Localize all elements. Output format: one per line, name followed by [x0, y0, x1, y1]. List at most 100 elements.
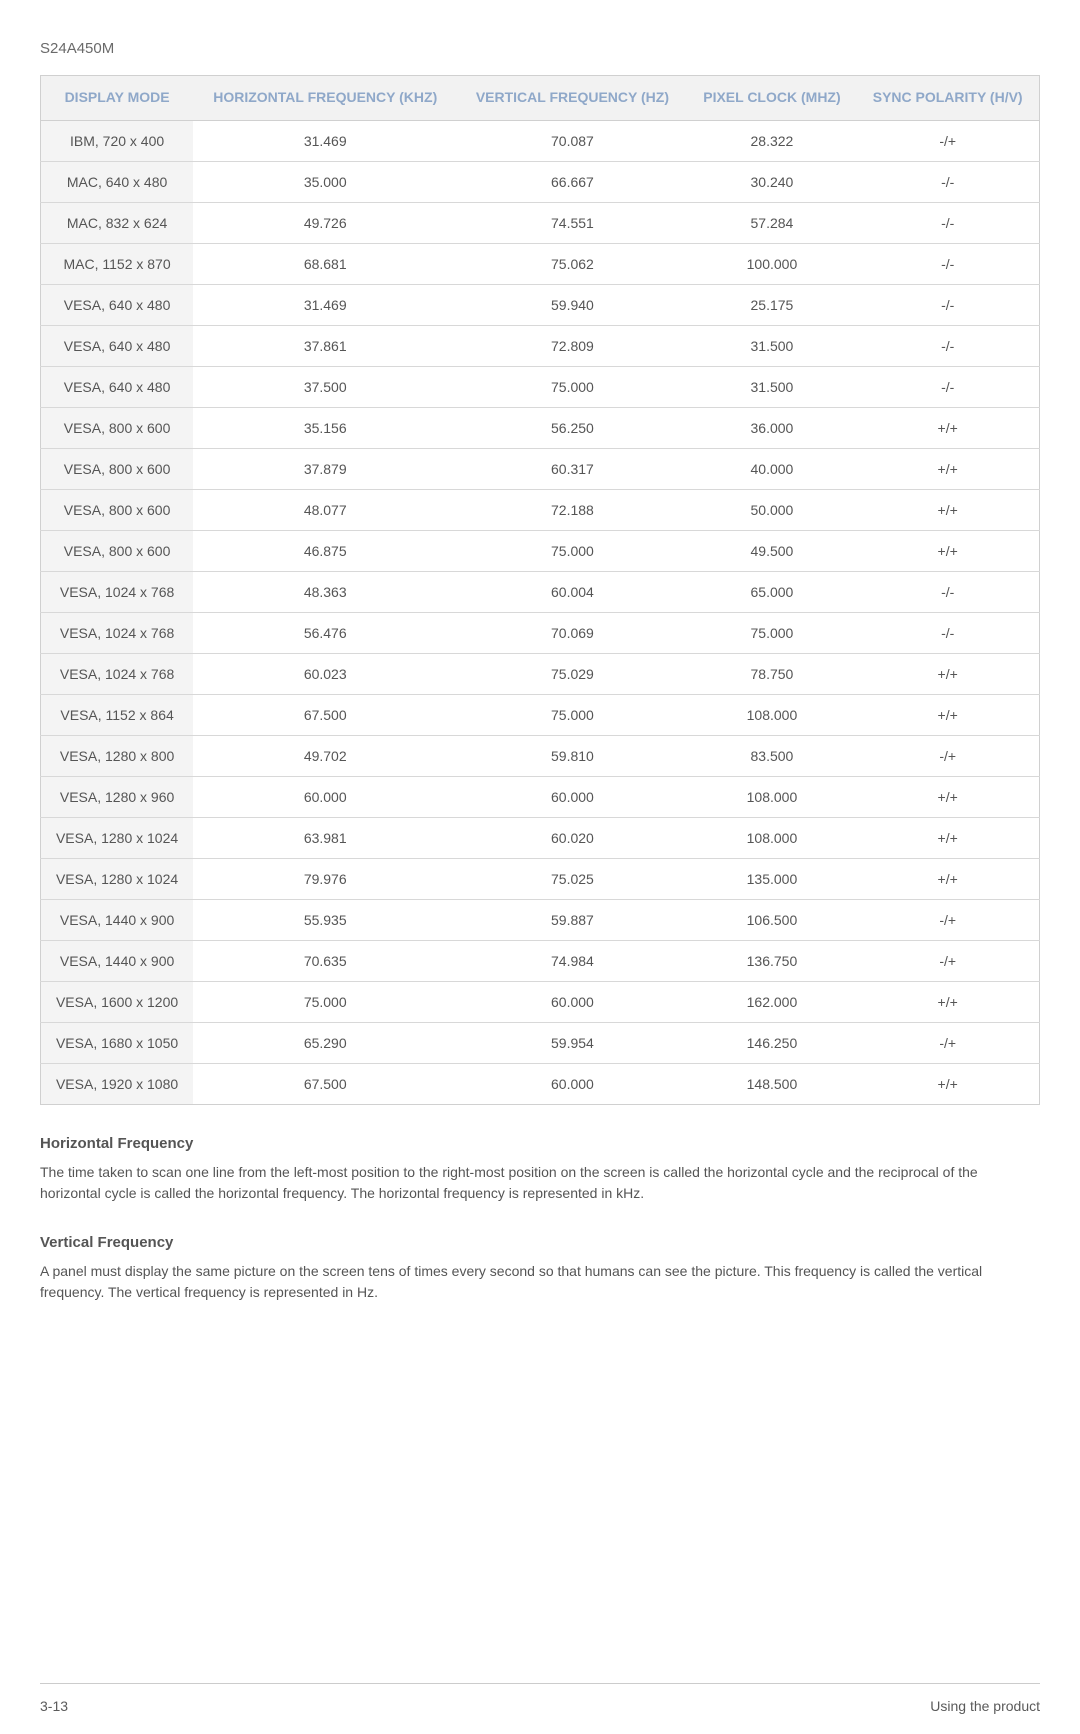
table-cell: VESA, 1600 x 1200 [41, 981, 194, 1022]
table-cell: VESA, 1440 x 900 [41, 940, 194, 981]
table-cell: 60.023 [193, 653, 457, 694]
table-row: MAC, 832 x 62449.72674.55157.284-/- [41, 202, 1040, 243]
table-row: VESA, 800 x 60035.15656.25036.000+/+ [41, 407, 1040, 448]
timing-table: DISPLAY MODE HORIZONTAL FREQUENCY (KHZ) … [40, 75, 1040, 1105]
table-cell: VESA, 800 x 600 [41, 489, 194, 530]
page-footer: 3-13 Using the product [40, 1683, 1040, 1714]
table-cell: 31.500 [688, 325, 857, 366]
vertical-frequency-heading: Vertical Frequency [40, 1234, 1040, 1251]
table-row: VESA, 1680 x 105065.29059.954146.250-/+ [41, 1022, 1040, 1063]
table-row: VESA, 800 x 60046.87575.00049.500+/+ [41, 530, 1040, 571]
table-cell: 63.981 [193, 817, 457, 858]
table-row: VESA, 1280 x 96060.00060.000108.000+/+ [41, 776, 1040, 817]
table-cell: 60.004 [457, 571, 687, 612]
table-cell: 60.020 [457, 817, 687, 858]
table-cell: 72.809 [457, 325, 687, 366]
footer-page-number: 3-13 [40, 1698, 68, 1714]
table-cell: +/+ [856, 694, 1039, 735]
table-row: VESA, 640 x 48037.50075.00031.500-/- [41, 366, 1040, 407]
table-cell: 59.810 [457, 735, 687, 776]
table-row: VESA, 1440 x 90070.63574.984136.750-/+ [41, 940, 1040, 981]
table-cell: -/+ [856, 899, 1039, 940]
table-cell: VESA, 1680 x 1050 [41, 1022, 194, 1063]
table-cell: 36.000 [688, 407, 857, 448]
table-cell: 31.500 [688, 366, 857, 407]
table-cell: VESA, 1280 x 800 [41, 735, 194, 776]
table-row: MAC, 1152 x 87068.68175.062100.000-/- [41, 243, 1040, 284]
table-row: VESA, 1280 x 102479.97675.025135.000+/+ [41, 858, 1040, 899]
table-cell: 60.000 [193, 776, 457, 817]
table-cell: 31.469 [193, 284, 457, 325]
table-cell: MAC, 1152 x 870 [41, 243, 194, 284]
table-cell: VESA, 1920 x 1080 [41, 1063, 194, 1104]
table-cell: 106.500 [688, 899, 857, 940]
table-cell: 108.000 [688, 817, 857, 858]
table-cell: VESA, 1152 x 864 [41, 694, 194, 735]
table-cell: 49.500 [688, 530, 857, 571]
vertical-frequency-text: A panel must display the same picture on… [40, 1261, 1040, 1303]
table-cell: +/+ [856, 817, 1039, 858]
table-cell: -/+ [856, 1022, 1039, 1063]
table-cell: 78.750 [688, 653, 857, 694]
table-cell: 50.000 [688, 489, 857, 530]
table-cell: 74.551 [457, 202, 687, 243]
table-cell: VESA, 1024 x 768 [41, 571, 194, 612]
table-cell: 70.087 [457, 120, 687, 161]
col-pixel-clock: PIXEL CLOCK (MHZ) [688, 76, 857, 121]
table-cell: VESA, 1280 x 1024 [41, 858, 194, 899]
table-cell: 35.156 [193, 407, 457, 448]
table-row: VESA, 800 x 60048.07772.18850.000+/+ [41, 489, 1040, 530]
table-cell: 75.062 [457, 243, 687, 284]
table-cell: 108.000 [688, 776, 857, 817]
table-cell: 65.000 [688, 571, 857, 612]
table-cell: MAC, 640 x 480 [41, 161, 194, 202]
table-cell: VESA, 800 x 600 [41, 407, 194, 448]
table-cell: +/+ [856, 981, 1039, 1022]
table-cell: +/+ [856, 530, 1039, 571]
table-row: VESA, 1024 x 76848.36360.00465.000-/- [41, 571, 1040, 612]
table-cell: 31.469 [193, 120, 457, 161]
table-cell: 40.000 [688, 448, 857, 489]
table-cell: 162.000 [688, 981, 857, 1022]
table-cell: 60.000 [457, 1063, 687, 1104]
table-cell: -/- [856, 243, 1039, 284]
col-horizontal-freq: HORIZONTAL FREQUENCY (KHZ) [193, 76, 457, 121]
table-cell: +/+ [856, 1063, 1039, 1104]
table-cell: 48.363 [193, 571, 457, 612]
table-cell: -/- [856, 161, 1039, 202]
table-cell: 68.681 [193, 243, 457, 284]
table-cell: 70.069 [457, 612, 687, 653]
table-cell: VESA, 800 x 600 [41, 448, 194, 489]
table-cell: 37.500 [193, 366, 457, 407]
table-cell: -/- [856, 571, 1039, 612]
table-cell: 75.000 [457, 366, 687, 407]
table-row: VESA, 640 x 48031.46959.94025.175-/- [41, 284, 1040, 325]
table-cell: 59.887 [457, 899, 687, 940]
table-cell: 35.000 [193, 161, 457, 202]
table-cell: 60.317 [457, 448, 687, 489]
table-row: VESA, 1024 x 76860.02375.02978.750+/+ [41, 653, 1040, 694]
table-cell: 108.000 [688, 694, 857, 735]
table-cell: 48.077 [193, 489, 457, 530]
model-label: S24A450M [40, 40, 1040, 57]
table-cell: 136.750 [688, 940, 857, 981]
table-cell: VESA, 800 x 600 [41, 530, 194, 571]
table-cell: +/+ [856, 776, 1039, 817]
table-cell: -/+ [856, 940, 1039, 981]
table-cell: 100.000 [688, 243, 857, 284]
table-cell: -/- [856, 325, 1039, 366]
table-cell: +/+ [856, 653, 1039, 694]
table-cell: +/+ [856, 489, 1039, 530]
table-cell: 66.667 [457, 161, 687, 202]
table-cell: 30.240 [688, 161, 857, 202]
table-cell: VESA, 1024 x 768 [41, 653, 194, 694]
table-cell: VESA, 1280 x 1024 [41, 817, 194, 858]
footer-section-title: Using the product [930, 1698, 1040, 1714]
table-cell: 67.500 [193, 694, 457, 735]
horizontal-frequency-text: The time taken to scan one line from the… [40, 1162, 1040, 1204]
table-cell: -/- [856, 366, 1039, 407]
table-cell: 49.726 [193, 202, 457, 243]
table-cell: VESA, 640 x 480 [41, 284, 194, 325]
table-cell: VESA, 640 x 480 [41, 325, 194, 366]
table-cell: 57.284 [688, 202, 857, 243]
